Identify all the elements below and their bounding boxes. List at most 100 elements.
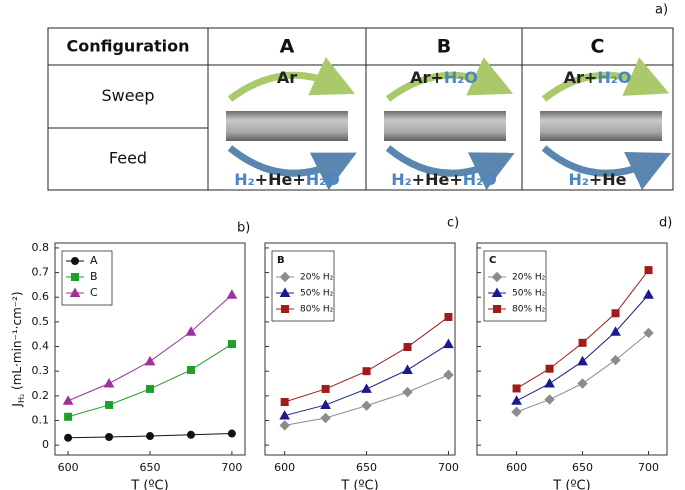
y-tick-label: 0 — [42, 438, 49, 451]
legend-label: B — [90, 270, 98, 283]
legend-label: C — [90, 286, 98, 299]
sweep-gas: Ar+H₂O — [410, 68, 478, 87]
figure-label: a) — [655, 3, 668, 18]
x-tick-label: 700 — [438, 461, 459, 474]
plot-frame — [264, 242, 456, 456]
membrane — [384, 111, 506, 141]
marker — [402, 364, 413, 374]
gas-part: +He — [589, 170, 627, 189]
legend-marker — [71, 273, 79, 281]
marker — [103, 377, 115, 388]
y-tick-label: 0.6 — [32, 290, 50, 303]
y-tick-label: 0.1 — [32, 413, 50, 426]
x-tick-label: 650 — [356, 461, 377, 474]
gas-part: Ar+ — [564, 68, 598, 87]
x-tick-label: 600 — [506, 461, 527, 474]
marker — [643, 289, 654, 299]
y-tick-label: 0.8 — [32, 241, 50, 254]
marker — [185, 326, 197, 336]
legend-label: 50% H₂ — [512, 289, 546, 299]
sweep-arrow — [227, 57, 356, 102]
table-header: A — [280, 36, 295, 58]
marker — [610, 354, 621, 366]
feed-gas: H₂+He+H₂O — [234, 170, 339, 189]
panel-label: b) — [237, 221, 250, 236]
marker — [320, 412, 331, 424]
x-axis-label: T (ºC) — [552, 479, 590, 490]
legend-label: 20% H₂ — [512, 273, 546, 283]
y-axis-label: JH₂ (mL·min⁻¹·cm⁻²) — [10, 291, 26, 407]
marker — [362, 367, 371, 376]
marker — [279, 410, 291, 420]
legend-label: 80% H₂ — [512, 305, 546, 315]
series-line — [67, 343, 233, 418]
feed-gas: H₂+He — [568, 170, 626, 189]
legend-marker — [69, 287, 81, 297]
y-tick-label: 0.4 — [32, 340, 50, 353]
legend-marker — [491, 287, 503, 297]
marker — [279, 420, 290, 431]
marker — [227, 340, 236, 349]
gas-part: H₂O — [306, 170, 340, 189]
marker — [512, 384, 521, 393]
marker — [105, 400, 114, 409]
gas-part: H₂ — [391, 170, 411, 189]
gas-part: H₂ — [234, 170, 254, 189]
y-tick-label: 0.7 — [32, 266, 50, 279]
table-header: B — [437, 36, 451, 58]
marker — [511, 406, 522, 418]
gas-part: +He+ — [255, 170, 306, 189]
marker — [643, 327, 654, 339]
x-tick-label: 700 — [638, 461, 659, 474]
marker — [610, 326, 621, 336]
x-tick-label: 650 — [572, 461, 593, 474]
marker — [544, 377, 555, 388]
marker — [578, 338, 587, 347]
marker — [186, 430, 195, 439]
marker — [226, 289, 238, 299]
marker — [146, 384, 154, 393]
marker — [544, 394, 555, 405]
feed-arrow — [541, 145, 672, 190]
x-tick-label: 600 — [58, 461, 79, 474]
y-label-part: H₂ — [17, 394, 26, 403]
row-label: Feed — [109, 149, 147, 168]
table-header: C — [591, 36, 605, 58]
gas-part: H₂O — [444, 68, 478, 87]
series-line — [67, 294, 233, 402]
legend-label: 80% H₂ — [300, 305, 334, 315]
marker — [444, 312, 453, 321]
y-tick-label: 0.5 — [32, 315, 50, 328]
marker — [611, 309, 620, 318]
row-label: Sweep — [101, 86, 154, 105]
sweep-gas: Ar — [277, 68, 297, 87]
marker — [644, 266, 653, 275]
marker — [361, 400, 372, 411]
marker — [443, 338, 454, 349]
gas-part: H₂O — [463, 170, 497, 189]
marker — [321, 384, 330, 393]
x-axis-label: T (ºC) — [340, 479, 378, 490]
sweep-arrow — [385, 57, 514, 102]
gas-part: Ar — [277, 68, 297, 87]
marker — [361, 383, 372, 393]
panel-label: c) — [447, 216, 459, 231]
legend-marker — [279, 271, 291, 283]
legend-marker — [493, 305, 501, 313]
marker — [64, 433, 73, 442]
membrane — [540, 111, 662, 141]
marker — [577, 378, 588, 389]
marker — [105, 433, 114, 442]
marker — [62, 395, 74, 405]
marker — [511, 395, 522, 405]
legend-marker — [71, 257, 79, 265]
marker — [320, 399, 331, 409]
sweep-arrow — [541, 57, 670, 102]
panel-label: d) — [659, 216, 672, 231]
marker — [403, 343, 412, 352]
sweep-gas: Ar+H₂O — [564, 68, 632, 87]
y-label-part: (mL·min⁻¹·cm⁻²) — [10, 291, 24, 393]
gas-part: H₂ — [568, 170, 588, 189]
series-line — [284, 374, 449, 426]
x-tick-label: 600 — [274, 461, 295, 474]
